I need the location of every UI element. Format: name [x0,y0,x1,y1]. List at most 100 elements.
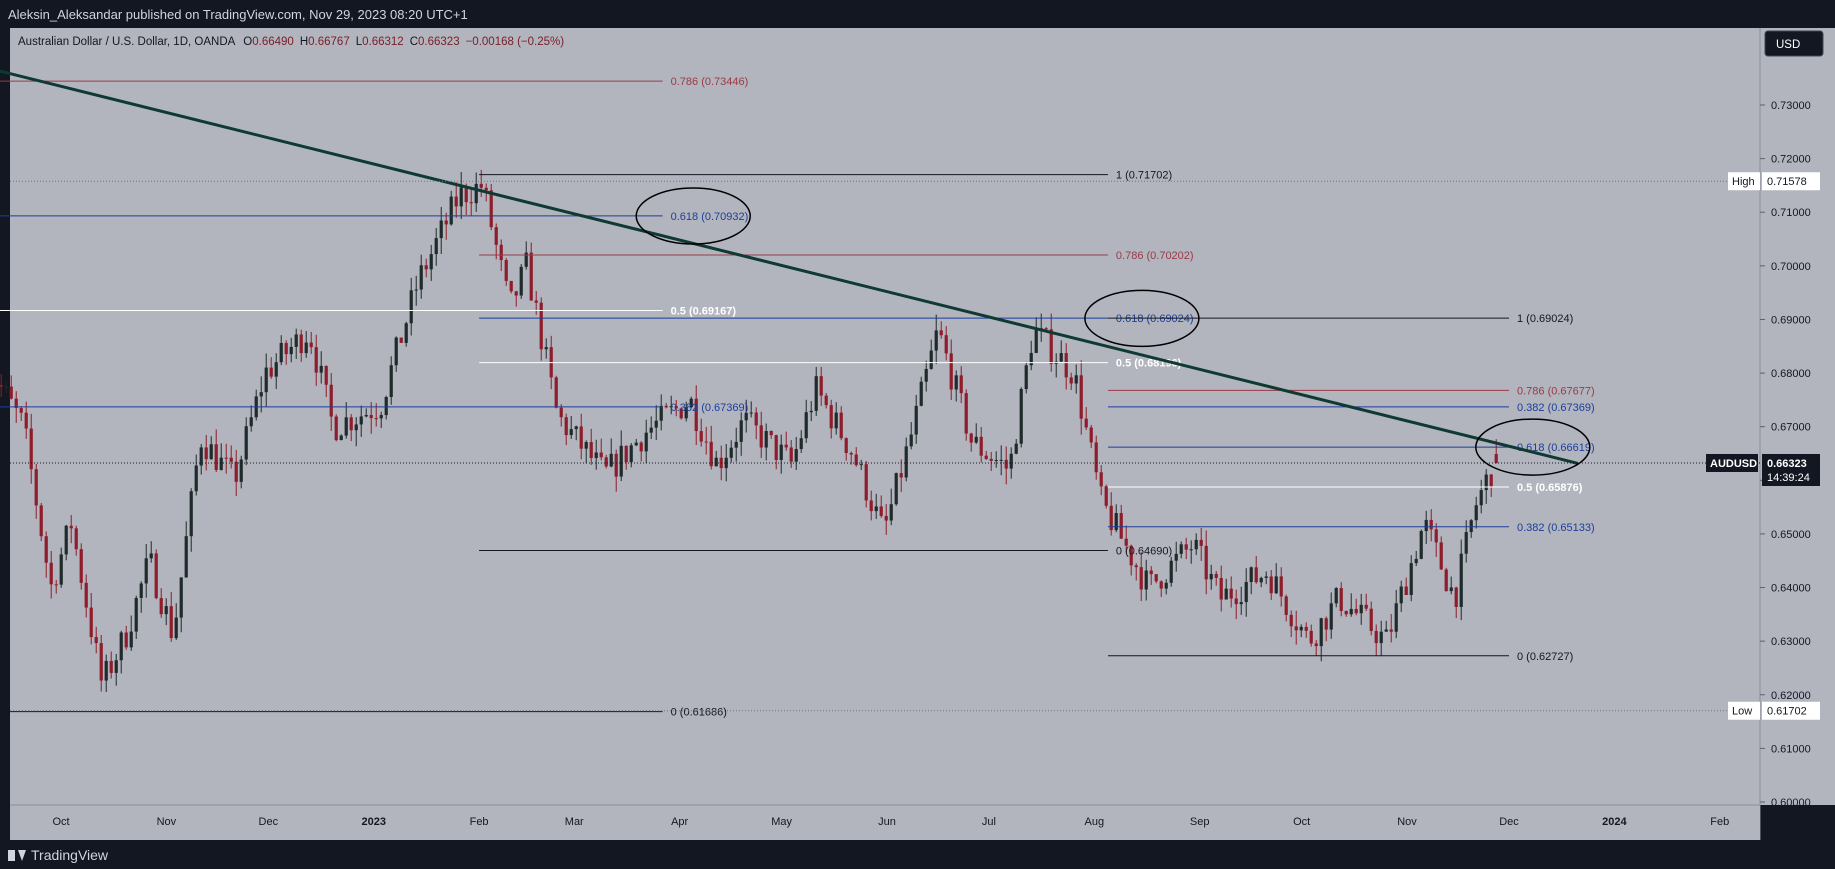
candle-body [4,386,8,388]
candle-up [874,493,878,520]
candle-down [589,428,593,465]
candle-up [1189,540,1193,564]
candle-body [1209,573,1213,580]
candle-up [209,436,213,460]
trendline [0,69,1579,465]
candle-body [854,454,858,466]
candle-body [1339,588,1343,611]
candle-body [1489,474,1493,487]
candle-body [89,607,93,638]
candle-down [1089,424,1093,448]
candle-body [584,442,588,449]
candle-down [1184,537,1188,560]
current-price-marker: AUDUSD 0.66323 14:39:24 [1706,453,1820,486]
candlestick-chart[interactable]: 0.786 (0.73446) 0.618 (0.70932) 0.5 (0.691… [0,28,1835,840]
currency-button[interactable]: USD [1764,30,1824,57]
publish-info: Aleksin_Aleksandar published on TradingV… [8,7,468,22]
candle-down [454,182,458,218]
fib-level: 0 (0.61686) [0,707,727,719]
candle-body [679,408,683,419]
candle-body [179,577,183,618]
high-price-bg [1762,172,1820,191]
candle-up [954,370,958,402]
candle-body [924,368,928,382]
candle-body [1364,604,1368,609]
candle-body [1469,520,1473,533]
candle-up [1479,479,1483,514]
candle-body [819,376,823,396]
candle-body [939,330,943,336]
candle-body [984,455,988,459]
candle-up [924,360,928,392]
candle-down [1154,574,1158,584]
candle-body [1349,608,1353,615]
candle-down [1104,484,1108,509]
legend-open-value: 0.66490 [252,36,294,48]
candle-down [959,366,963,404]
chart-area[interactable]: 0.786 (0.73446) 0.618 (0.70932) 0.5 (0.691… [0,28,1835,840]
candle-up [994,451,998,468]
candle-down [1219,565,1223,612]
candle-down [539,297,543,361]
high-tag-bg [1728,172,1760,191]
candle-body [259,392,263,397]
candle-body [459,187,463,207]
countdown-label: 14:39:24 [1767,472,1810,484]
x-tick-label: Dec [1499,816,1519,828]
candle-up [129,615,133,651]
candle-up [239,455,243,489]
candle-up [1474,496,1478,529]
candle-up [1144,559,1148,601]
plot-background[interactable] [10,28,1760,805]
candle-up [889,488,893,526]
candle-body [379,415,383,419]
candle-body [1419,531,1423,559]
legend-close-label: C [410,36,418,48]
candle-down [489,183,493,231]
candle-up [659,394,663,431]
candle-body [514,291,518,296]
candle-body [1404,586,1408,595]
publish-bar: Aleksin_Aleksandar published on TradingV… [0,0,1835,28]
candle-body [934,330,938,351]
candle-down [444,212,448,240]
candle-up [649,416,653,439]
candle-body [614,453,618,477]
candle-down [1099,465,1103,496]
candle-up [1414,550,1418,567]
candle-up [1209,564,1213,590]
candle-body [509,280,513,292]
candle-body [1274,576,1278,594]
candle-body [1179,544,1183,554]
candle-body [974,436,978,443]
candle-body [744,412,748,421]
candle-body [99,643,103,681]
candle-body [479,183,483,188]
tradingview-logo[interactable]: TradingView [8,847,108,863]
candle-body [249,417,253,427]
candle-down [24,401,28,439]
candle-body [1004,459,1008,469]
candle-up [749,401,753,418]
candle-down [159,588,163,618]
candle-down [1159,580,1163,597]
candle-down [704,426,708,455]
x-tick-label: Jul [982,816,996,828]
candle-up [459,171,463,220]
candle-down [1149,566,1153,585]
candle-body [39,505,43,537]
candle-up [319,351,323,384]
candle-body [354,424,358,431]
candle-body [684,407,688,419]
candle-body [769,431,773,436]
candle-body [444,220,448,225]
candle-up [1329,592,1333,639]
time-scale[interactable] [10,805,1760,840]
candle-body [609,453,613,467]
price-scale[interactable] [1760,28,1835,805]
candle-body [84,582,88,608]
candle-up [1009,447,1013,479]
candle-body [669,406,673,408]
candle-body [1089,427,1093,443]
high-tag-label: High [1732,176,1755,188]
